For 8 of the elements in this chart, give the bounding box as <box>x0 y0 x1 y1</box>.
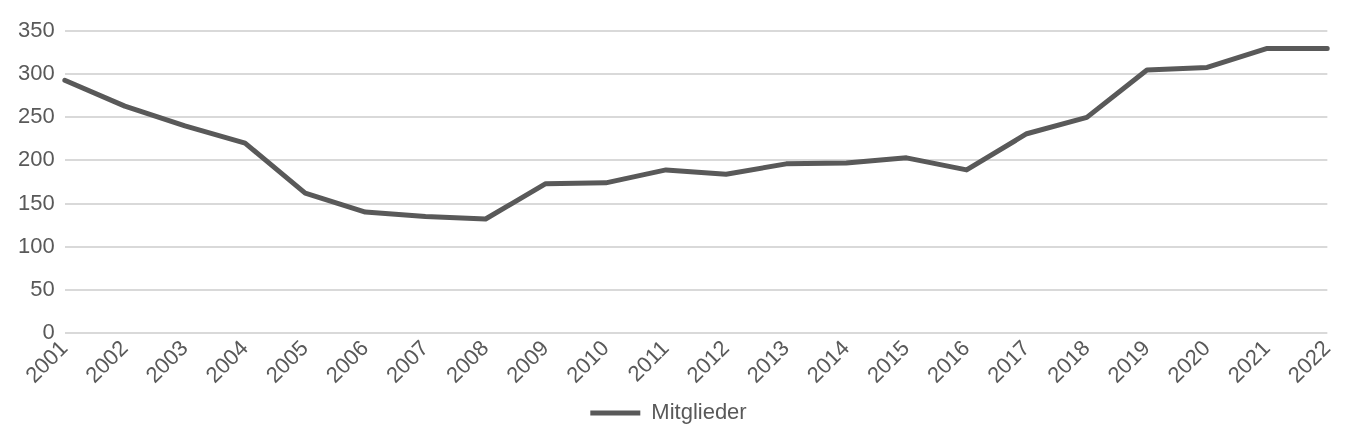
y-tick-label: 300 <box>17 60 55 86</box>
legend-label: Mitglieder <box>651 399 747 425</box>
y-tick-label: 250 <box>17 103 55 129</box>
y-tick-label: 150 <box>17 189 55 215</box>
y-tick-label: 200 <box>17 146 55 172</box>
y-tick-label: 50 <box>30 275 55 301</box>
y-tick-label: 350 <box>17 17 55 43</box>
y-tick-label: 100 <box>17 232 55 258</box>
